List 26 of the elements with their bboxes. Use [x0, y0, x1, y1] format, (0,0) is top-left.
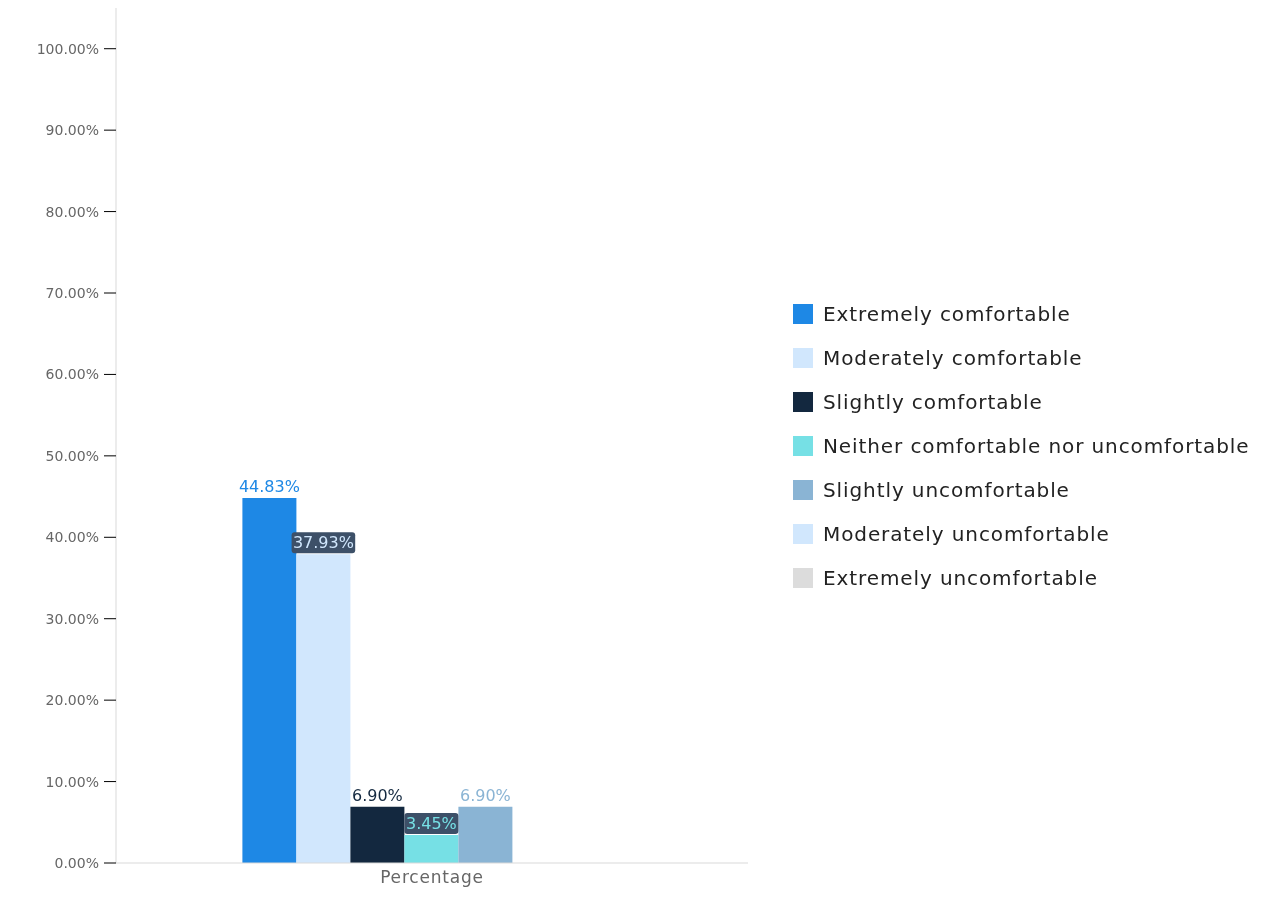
y-tick-label: 100.00%	[36, 40, 99, 57]
y-tick-label: 60.00%	[45, 366, 99, 383]
y-tick-label: 20.00%	[45, 692, 99, 709]
y-tick-label: 90.00%	[45, 122, 99, 139]
legend-label: Moderately uncomfortable	[823, 522, 1110, 546]
y-tick-label: 70.00%	[45, 284, 99, 301]
data-label: 6.90%	[351, 785, 403, 805]
y-tick-label: 40.00%	[45, 529, 99, 546]
legend-label: Extremely uncomfortable	[823, 566, 1098, 590]
legend-label: Extremely comfortable	[823, 302, 1071, 326]
y-tick-label: 30.00%	[45, 610, 99, 627]
legend-label: Slightly uncomfortable	[823, 478, 1070, 502]
y-tick-label: 50.00%	[45, 447, 99, 464]
data-label: 6.90%	[459, 785, 511, 805]
legend-label: Slightly comfortable	[823, 390, 1043, 414]
y-tick-label: 10.00%	[45, 773, 99, 790]
bar	[458, 806, 513, 863]
legend-label: Neither comfortable nor uncomfortable	[823, 434, 1250, 458]
data-label: 44.83%	[238, 476, 300, 496]
x-tick-label: Percentage	[380, 867, 484, 888]
bar	[404, 834, 459, 863]
bar	[350, 806, 405, 863]
bar	[296, 554, 351, 863]
y-tick-label: 0.00%	[54, 854, 99, 871]
y-tick-label: 80.00%	[45, 203, 99, 220]
legend-label: Moderately comfortable	[823, 346, 1083, 370]
